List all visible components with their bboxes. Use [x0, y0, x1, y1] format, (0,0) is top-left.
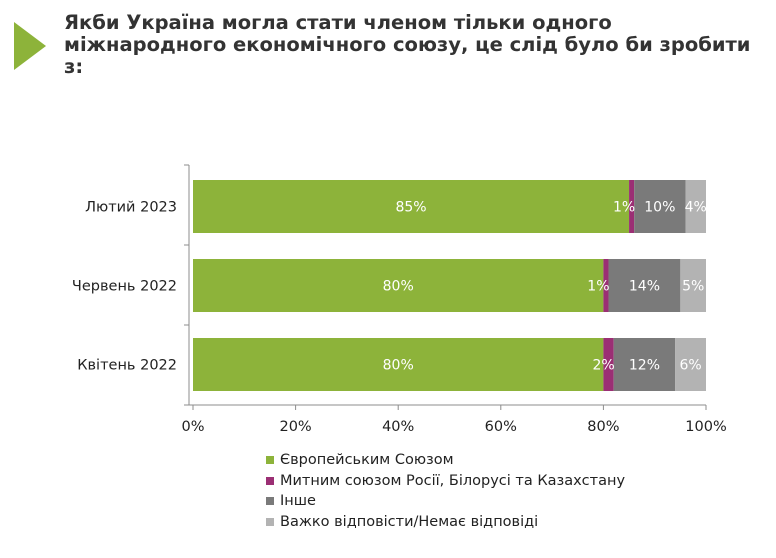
bar-segment: [680, 259, 706, 312]
data-label: 14%: [629, 279, 660, 295]
data-label: 85%: [395, 200, 426, 216]
data-label: 12%: [629, 358, 660, 374]
x-tick-label: 60%: [485, 419, 517, 435]
data-label: 6%: [680, 358, 702, 374]
legend-item: Інше: [266, 491, 625, 512]
data-label: 4%: [685, 200, 707, 216]
legend-label: Європейським Союзом: [280, 452, 454, 469]
legend-label: Інше: [280, 493, 316, 510]
bar-segment: [613, 338, 676, 391]
bar-segment: [603, 259, 609, 312]
bar-segment: [629, 180, 635, 233]
x-tick-label: 40%: [382, 419, 414, 435]
bar-segment: [193, 259, 604, 312]
bar-segment: [193, 338, 604, 391]
legend-item: Важко відповісти/Немає відповіді: [266, 512, 625, 533]
x-tick-label: 80%: [587, 419, 619, 435]
legend-item: Митним союзом Росії, Білорусі та Казахст…: [266, 471, 625, 492]
data-label: 80%: [383, 279, 414, 295]
legend-item: Європейським Союзом: [266, 450, 625, 471]
legend-swatch: [266, 476, 274, 485]
x-tick-label: 0%: [181, 419, 204, 435]
data-label: 2%: [592, 358, 614, 374]
category-label: Квітень 2022: [77, 358, 177, 374]
bar-segment: [603, 338, 614, 391]
bar-segment: [634, 180, 686, 233]
legend-swatch: [266, 497, 274, 506]
data-label: 10%: [644, 200, 675, 216]
data-label: 80%: [383, 358, 414, 374]
data-label: 1%: [613, 200, 635, 216]
accent-triangle-icon: [14, 22, 46, 70]
bar-segment: [685, 180, 706, 233]
data-label: 5%: [682, 279, 704, 295]
bar-segment: [193, 180, 630, 233]
bar-segment: [675, 338, 706, 391]
data-label: 1%: [587, 279, 609, 295]
category-label: Червень 2022: [72, 279, 177, 295]
legend-label: Важко відповісти/Немає відповіді: [280, 513, 539, 530]
legend-swatch: [266, 517, 274, 526]
category-label: Лютий 2023: [85, 200, 177, 216]
legend: Європейським Союзом Митним союзом Росії, …: [266, 450, 625, 532]
chart-title: Якби Україна могла стати членом тільки о…: [64, 11, 751, 78]
legend-label: Митним союзом Росії, Білорусі та Казахст…: [280, 472, 626, 489]
legend-swatch: [266, 456, 274, 465]
bar-segment: [608, 259, 681, 312]
x-tick-label: 20%: [279, 419, 311, 435]
x-tick-label: 100%: [685, 419, 726, 435]
